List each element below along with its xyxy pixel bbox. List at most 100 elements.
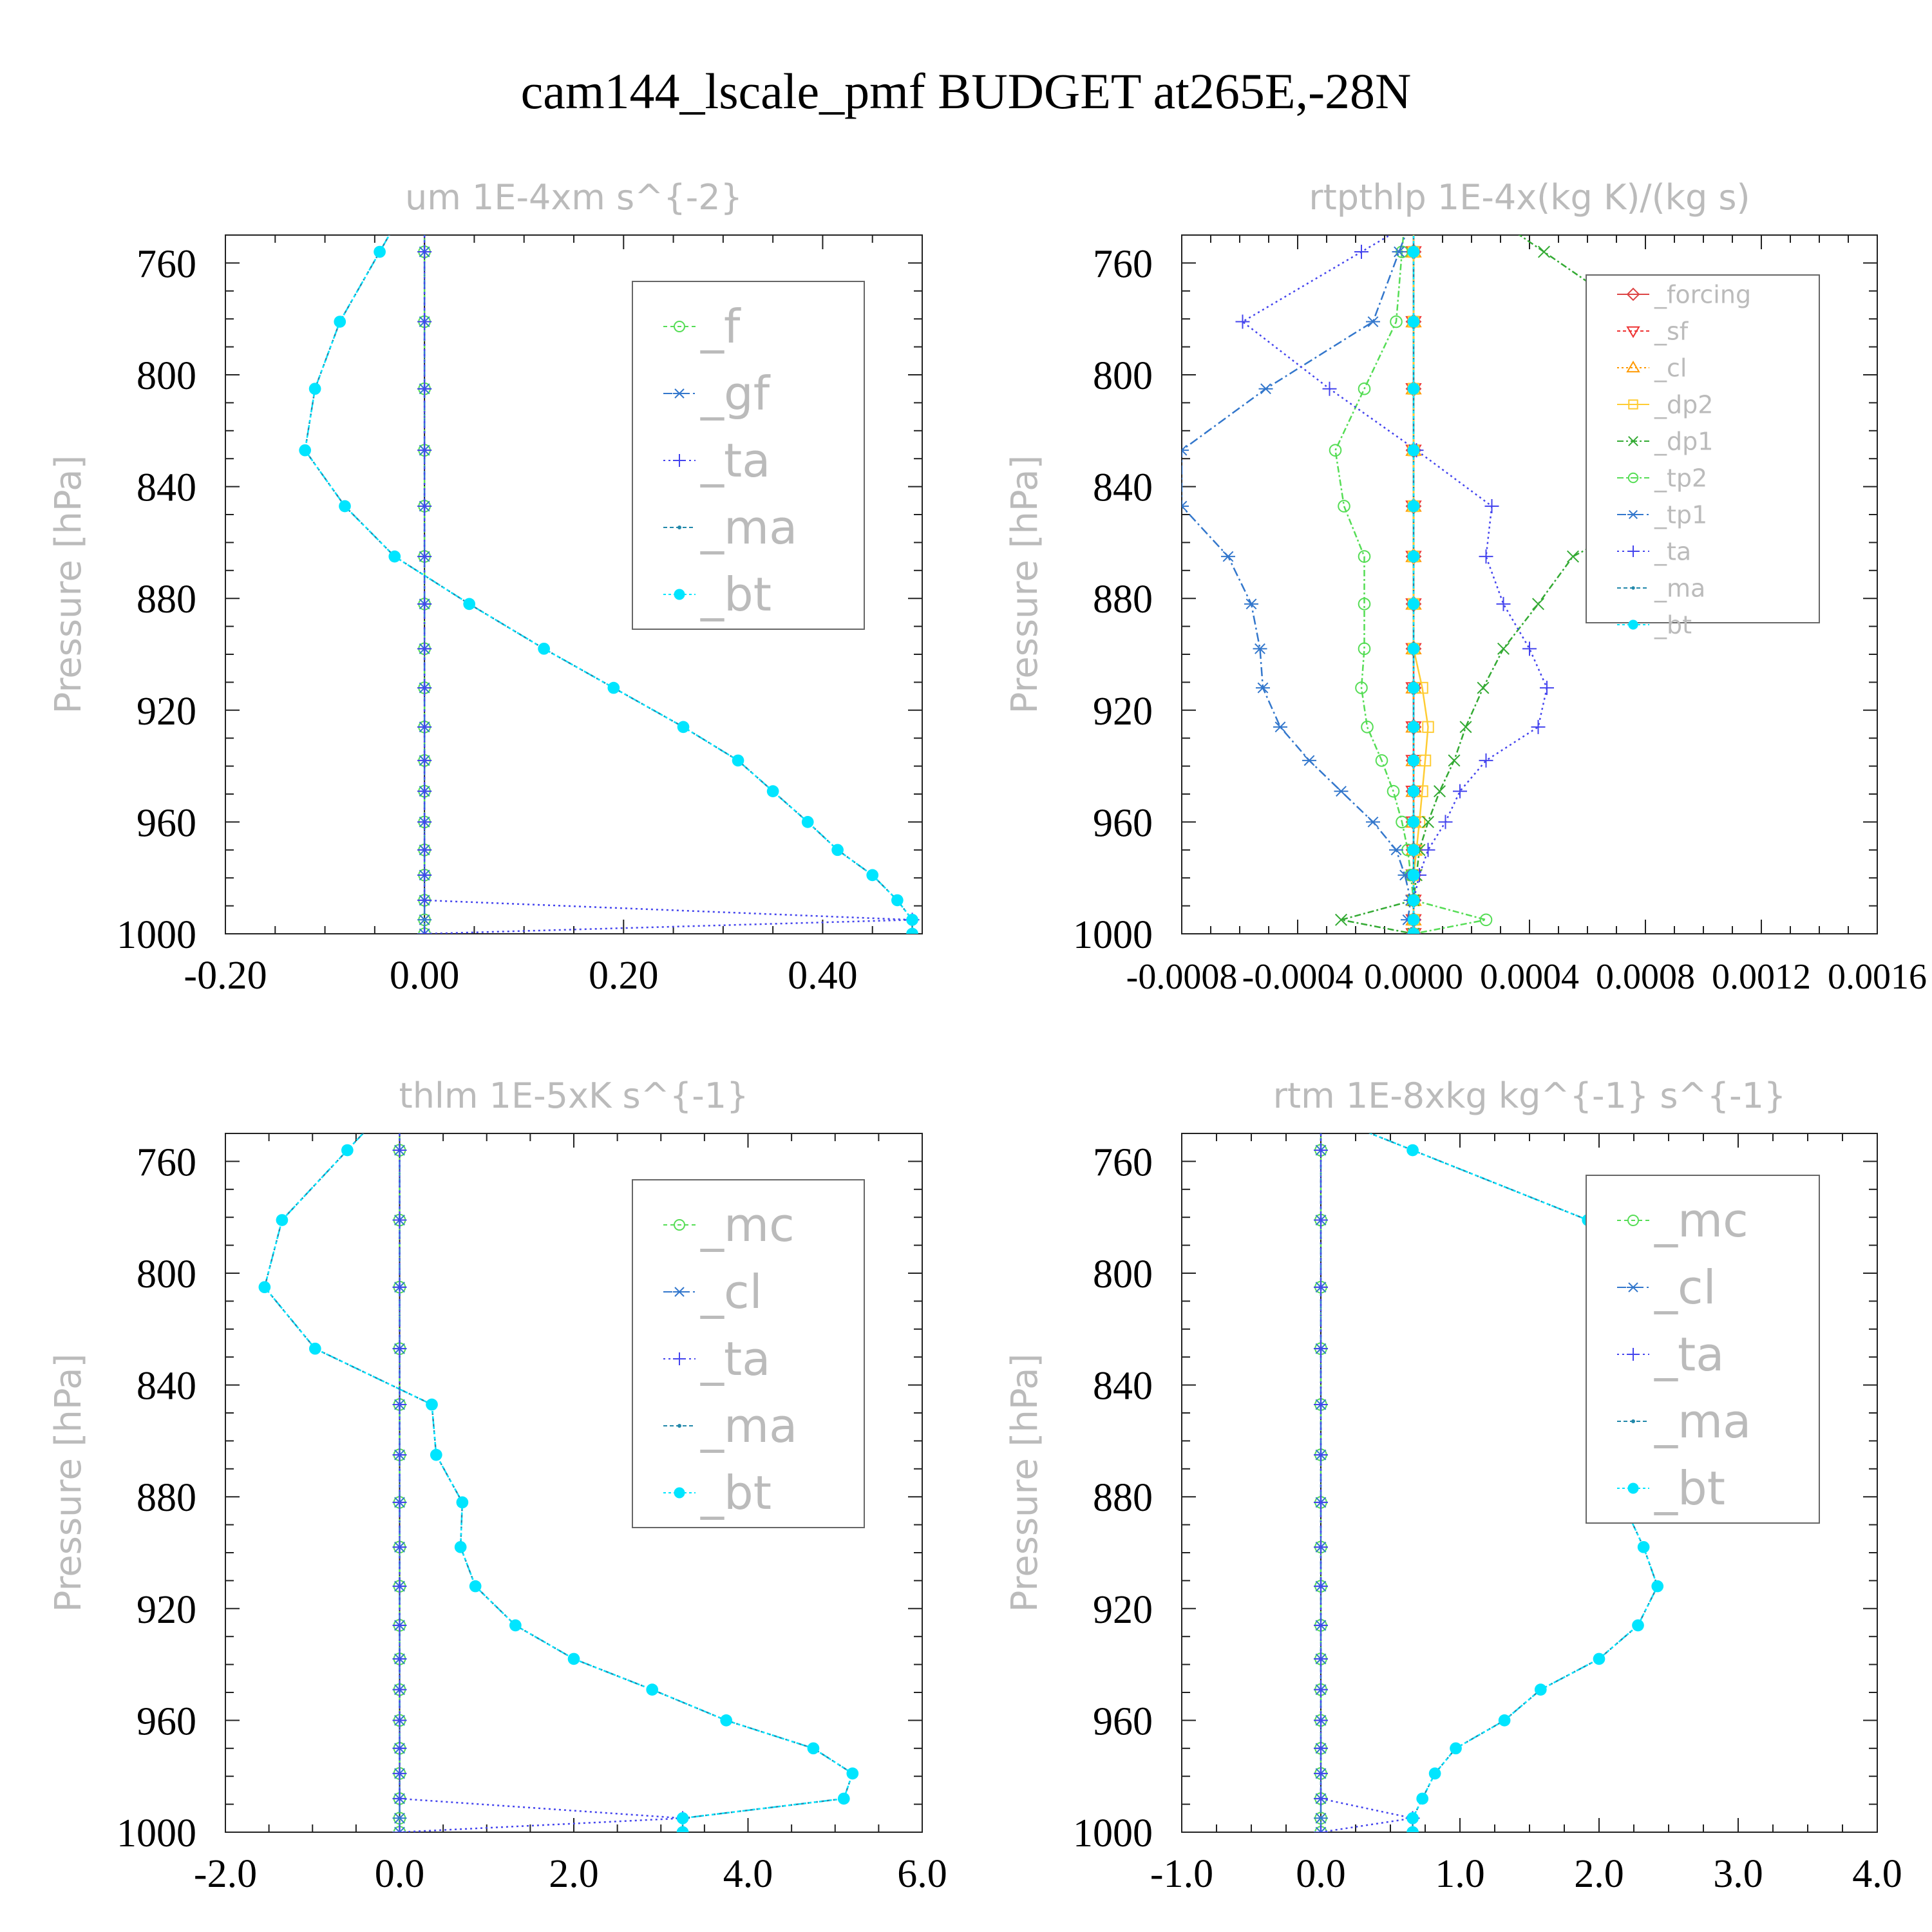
x-tick-label: -1.0 <box>1150 1852 1213 1896</box>
marker-bt <box>567 1653 580 1665</box>
legend-label-bt: _bt <box>700 567 772 621</box>
y-tick-label: 1000 <box>1073 913 1153 957</box>
marker-bt <box>1407 894 1420 907</box>
marker-ta <box>1484 498 1499 513</box>
marker-ta <box>1314 1448 1328 1463</box>
legend-label-ma: _ma <box>1654 574 1705 602</box>
marker-bt <box>1407 316 1420 328</box>
marker-ta <box>417 245 432 260</box>
marker-bt <box>1428 1767 1441 1780</box>
legend-label-ma: _ma <box>700 1399 797 1453</box>
legend-box <box>1586 1175 1820 1524</box>
marker-ta <box>1314 1213 1328 1227</box>
y-tick-label: 880 <box>137 578 196 621</box>
legend-marker-tp2 <box>1627 472 1639 484</box>
y-tick-label: 960 <box>1093 801 1153 845</box>
marker-ta <box>417 842 432 857</box>
legend-marker-sf <box>1626 326 1640 338</box>
panel-title: um 1E-4xm s^{-2} <box>405 177 743 218</box>
marker-dp1 <box>1334 913 1348 926</box>
legend-label-cl: _cl <box>1654 354 1687 382</box>
marker-dp1 <box>1421 815 1435 828</box>
marker-bt <box>456 1496 469 1509</box>
legend-marker-ma <box>1631 1419 1635 1423</box>
marker-gf <box>417 928 432 934</box>
y-axis-label: Pressure [hPa] <box>48 455 90 714</box>
y-tick-label: 800 <box>1093 354 1153 398</box>
marker-bt <box>732 754 744 767</box>
y-tick-label: 760 <box>1093 242 1153 286</box>
y-tick-label: 840 <box>1093 1365 1153 1408</box>
marker-bt <box>891 894 904 907</box>
marker-dp1 <box>1566 550 1580 563</box>
marker-ta <box>417 719 432 734</box>
marker-ta <box>1314 1618 1328 1633</box>
marker-bt <box>846 1767 859 1780</box>
marker-bt <box>720 1714 733 1727</box>
marker-ta <box>392 1741 407 1756</box>
marker-bt <box>676 1826 689 1832</box>
marker-ta <box>417 596 432 611</box>
marker-bt <box>388 550 401 563</box>
legend-marker-f <box>674 321 685 332</box>
marker-ta <box>1235 314 1250 329</box>
legend-marker-bt <box>674 1487 685 1499</box>
marker-tp2 <box>1387 784 1400 798</box>
marker-bt <box>807 1742 820 1755</box>
marker-ta <box>1314 1741 1328 1756</box>
marker-dp2 <box>1422 721 1434 734</box>
x-tick-label: 0.40 <box>788 954 858 998</box>
marker-bt <box>308 383 321 395</box>
legend-label-ma: _ma <box>700 500 797 554</box>
marker-tp1 <box>1244 598 1258 610</box>
legend-label-mc: _mc <box>1654 1193 1748 1247</box>
legend-label-gf: _gf <box>700 366 771 421</box>
chart-panel-1: um 1E-4xm s^{-2} Pressure [hPa] 760 800 840 8… <box>48 177 923 998</box>
legend-marker-cl <box>1626 361 1640 373</box>
marker-ta <box>417 681 432 696</box>
marker-cl <box>1314 1812 1328 1824</box>
y-tick-label: 880 <box>137 1476 196 1520</box>
marker-bt <box>801 816 814 828</box>
marker-tp2 <box>1358 642 1371 656</box>
marker-ta <box>417 815 432 829</box>
marker-bt <box>1407 550 1420 563</box>
series-layer <box>299 235 920 934</box>
marker-bt <box>1407 642 1420 655</box>
marker-bt <box>334 316 346 328</box>
marker-bt <box>1407 500 1420 513</box>
marker-bt <box>1407 869 1420 882</box>
marker-bt <box>509 1619 522 1632</box>
marker-bt <box>607 681 620 694</box>
marker-tp2 <box>1390 315 1403 328</box>
marker-tp2 <box>1338 500 1350 513</box>
marker-ta <box>392 1341 407 1356</box>
x-tick-label: -0.20 <box>184 954 267 998</box>
x-tick-label: -2.0 <box>194 1852 257 1896</box>
marker-bt <box>426 1398 438 1411</box>
series-layer <box>258 1133 859 1832</box>
marker-ta <box>392 1766 407 1781</box>
y-tick-label: 800 <box>137 1253 196 1296</box>
marker-ta <box>392 1825 407 1832</box>
marker-cl <box>392 1826 407 1832</box>
legend: _mc _cl _ta _ma _bt <box>1586 1175 1820 1524</box>
marker-tp2 <box>1479 913 1493 927</box>
marker-ta <box>392 1143 407 1158</box>
marker-tp2 <box>1329 444 1342 457</box>
x-tick-label: 0.0016 <box>1828 957 1927 997</box>
marker-ta <box>1314 1579 1328 1594</box>
legend-label-bt: _bt <box>1654 1461 1725 1515</box>
legend-marker-cl <box>673 1287 686 1297</box>
marker-dp1 <box>1537 245 1551 258</box>
marker-bt <box>1407 927 1420 934</box>
x-tick-label: 2.0 <box>549 1852 599 1896</box>
legend-marker-ta <box>673 454 686 467</box>
legend-marker-ma <box>1631 586 1635 590</box>
marker-bt <box>1450 1742 1462 1755</box>
marker-gf <box>417 914 432 925</box>
y-tick-label: 960 <box>1093 1700 1153 1743</box>
figure-title: cam144_lscale_pmf BUDGET at265E,-28N <box>521 63 1412 119</box>
x-tick-label: 0.00 <box>390 954 460 998</box>
legend-marker-dp2 <box>1628 399 1638 410</box>
